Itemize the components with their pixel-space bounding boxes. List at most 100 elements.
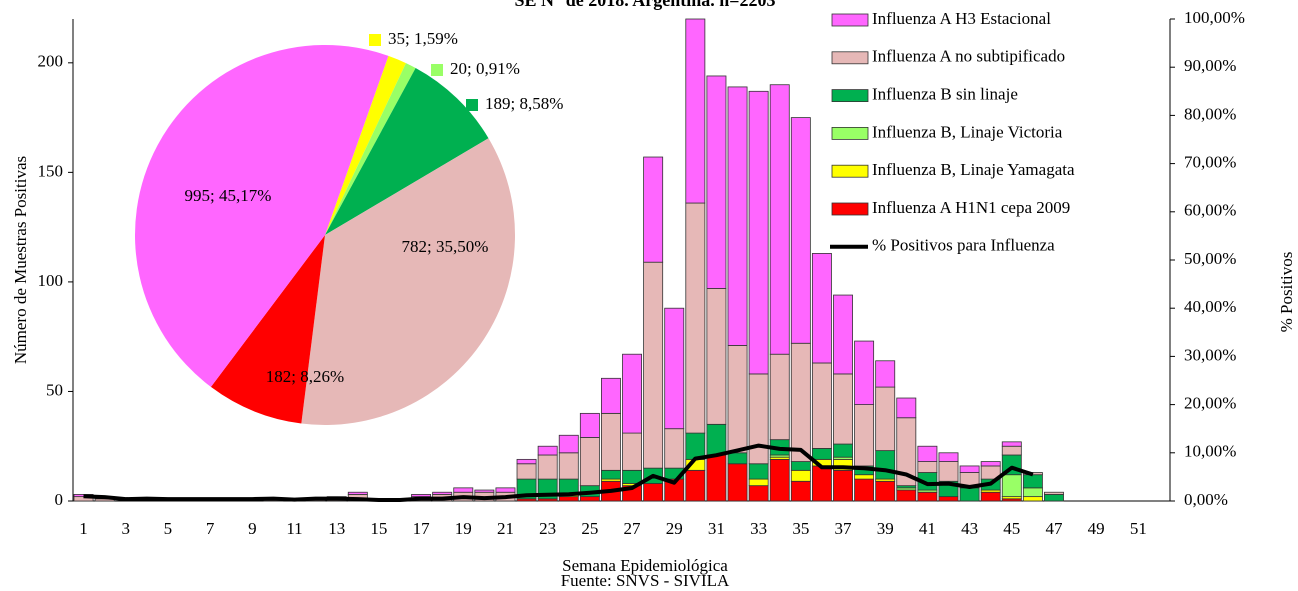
bar-segment bbox=[601, 469, 621, 480]
x-tick-label: 11 bbox=[286, 519, 302, 538]
bar-segment bbox=[643, 156, 664, 263]
bar-segment bbox=[938, 452, 959, 462]
legend-swatch bbox=[831, 127, 869, 140]
bar-segment bbox=[685, 432, 706, 460]
y2-tick-label: 40,00% bbox=[1184, 297, 1236, 316]
bar-segment bbox=[811, 448, 832, 460]
x-tick-label: 47 bbox=[1045, 519, 1063, 538]
x-axis-label: Semana Epidemiológica bbox=[562, 556, 728, 575]
bar-segment bbox=[432, 491, 453, 495]
legend-swatch bbox=[831, 89, 869, 102]
x-tick-label: 51 bbox=[1130, 519, 1147, 538]
x-tick-label: 33 bbox=[750, 519, 767, 538]
pie-slice bbox=[301, 138, 515, 426]
bar-segment bbox=[875, 480, 896, 502]
pie-slice bbox=[325, 55, 406, 235]
bar-segment bbox=[622, 432, 642, 471]
bar-segment bbox=[1022, 496, 1043, 502]
source: Fuente: SNVS - SIVILA bbox=[561, 571, 730, 590]
x-tick-label: 39 bbox=[877, 519, 894, 538]
bar-segment bbox=[643, 261, 664, 469]
y2-tick-label: 60,00% bbox=[1184, 201, 1236, 220]
bar-segment bbox=[601, 377, 621, 414]
bar-segment bbox=[980, 461, 1001, 467]
bar-segment bbox=[790, 117, 811, 344]
legend-swatch bbox=[831, 164, 869, 178]
bar-segment bbox=[748, 485, 769, 502]
bar-segment bbox=[453, 487, 474, 493]
y2-tick-label: 0,00% bbox=[1184, 490, 1228, 509]
bar-segment bbox=[790, 461, 811, 471]
bar-segment bbox=[769, 84, 790, 355]
bar-segment bbox=[1044, 491, 1064, 495]
y-tick-label: 0 bbox=[55, 490, 64, 509]
pie-slice bbox=[134, 44, 389, 387]
y2-tick-label: 90,00% bbox=[1184, 56, 1236, 75]
bar-segment bbox=[685, 469, 706, 502]
bar-segment bbox=[833, 443, 853, 458]
y2-tick-label: 10,00% bbox=[1184, 442, 1236, 461]
bar-segment bbox=[854, 474, 875, 480]
x-tick-label: 35 bbox=[792, 519, 809, 538]
legend-label: Influenza A H3 Estacional bbox=[872, 9, 1051, 28]
y-tick-label: 150 bbox=[38, 161, 64, 180]
x-tick-label: 5 bbox=[164, 519, 173, 538]
bar-segment bbox=[938, 461, 959, 482]
y2-tick-label: 80,00% bbox=[1184, 104, 1236, 123]
bar-segment bbox=[896, 489, 917, 502]
x-tick-label: 17 bbox=[413, 519, 431, 538]
y2-tick-label: 70,00% bbox=[1184, 153, 1236, 172]
bar-segment bbox=[622, 353, 642, 434]
bar-segment bbox=[727, 345, 748, 454]
y2-tick-label: 20,00% bbox=[1184, 394, 1236, 413]
bar-segment bbox=[474, 489, 495, 493]
bar-segment bbox=[727, 86, 748, 346]
bar-segment bbox=[917, 461, 938, 473]
legend-swatch bbox=[831, 51, 869, 65]
bar-segment bbox=[833, 469, 853, 502]
bar-segment bbox=[622, 469, 642, 484]
pie-label-key bbox=[431, 64, 443, 76]
legend-swatch bbox=[831, 202, 869, 216]
bar-segment bbox=[558, 496, 579, 502]
bar-segment bbox=[1001, 445, 1022, 456]
bar-segment bbox=[769, 458, 790, 502]
x-tick-label: 13 bbox=[328, 519, 345, 538]
bar-segment bbox=[875, 386, 896, 452]
y-axis-label: Número de Muestras Positivas bbox=[11, 156, 30, 364]
y-tick-label: 200 bbox=[38, 52, 64, 71]
bar-segment bbox=[769, 353, 790, 441]
x-tick-label: 23 bbox=[539, 519, 556, 538]
bar-segment bbox=[748, 463, 769, 480]
pie-label: 995; 45,17% bbox=[185, 186, 272, 205]
bar-segment bbox=[706, 423, 727, 456]
bar-segment bbox=[685, 18, 706, 204]
pie-label: 782; 35,50% bbox=[402, 237, 489, 256]
x-tick-label: 21 bbox=[497, 519, 514, 538]
x-tick-label: 25 bbox=[581, 519, 598, 538]
pie-label: 35; 1,59% bbox=[388, 29, 458, 48]
bar-segment bbox=[1044, 494, 1064, 502]
pie-label: 182; 8,26% bbox=[266, 367, 344, 386]
bar-segment bbox=[727, 452, 748, 465]
bar-segment bbox=[748, 90, 769, 375]
legend-swatch bbox=[831, 13, 869, 27]
bar-segment bbox=[558, 452, 579, 480]
bar-segment bbox=[811, 465, 832, 502]
x-tick-label: 45 bbox=[1003, 519, 1020, 538]
y-tick-label: 50 bbox=[46, 380, 63, 399]
bar-segment bbox=[579, 496, 600, 502]
bar-segment bbox=[643, 483, 664, 502]
bar-segment bbox=[959, 487, 980, 502]
pie-label-key bbox=[466, 99, 478, 111]
bar-segment bbox=[854, 478, 875, 502]
x-tick-label: 9 bbox=[248, 519, 257, 538]
bar-segment bbox=[537, 454, 558, 480]
line bbox=[83, 443, 1034, 502]
bar-segment bbox=[664, 428, 685, 469]
bar-segment bbox=[748, 478, 769, 487]
x-tick-label: 29 bbox=[666, 519, 683, 538]
bar-segment bbox=[790, 480, 811, 502]
bar-segment bbox=[917, 491, 938, 502]
